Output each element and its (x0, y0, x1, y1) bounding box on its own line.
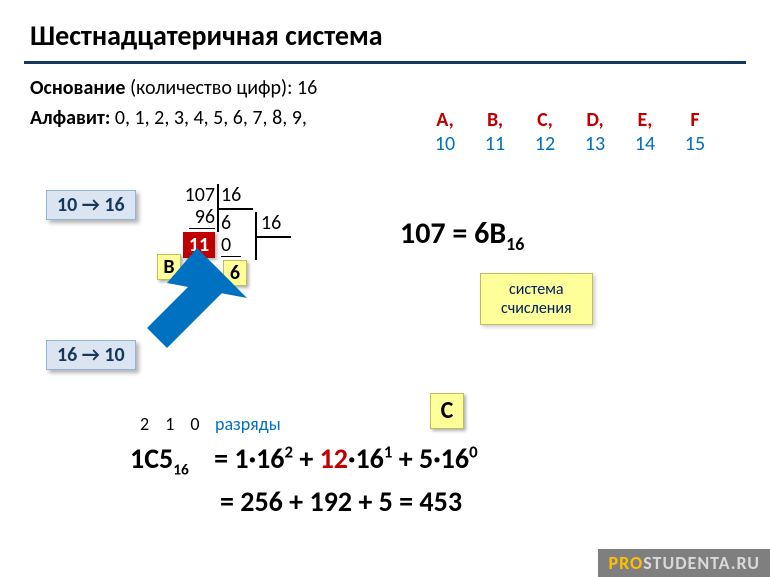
div-16a: 16 (221, 184, 251, 206)
eq-sub: 16 (506, 233, 524, 255)
f-plus2: + 5·16 (392, 441, 469, 476)
tag-10-to-16: 10 → 16 (46, 190, 136, 220)
basis-paren: (количество цифр): (125, 76, 297, 100)
hex-letter: C, (520, 108, 570, 132)
callout-line1: система (509, 280, 564, 299)
title-rule (24, 61, 746, 64)
digit-positions-label: разряды (215, 413, 281, 435)
arrow-icon (142, 228, 292, 348)
hex-value: 12 (520, 132, 570, 156)
hex-alphabet-table: A, B, C, D, E, F 10 11 12 13 14 15 (420, 108, 720, 156)
f-plus1: + (293, 441, 320, 476)
tag-16-to-10: 16 → 10 (46, 340, 136, 370)
expansion-result: = 256 + 192 + 5 = 453 (220, 484, 462, 519)
hex-letter: B, (470, 108, 520, 132)
alphabet-digits: 0, 1, 2, 3, 4, 5, 6, 7, 8, 9, (110, 106, 306, 130)
f-161: ·16 (348, 441, 384, 476)
alphabet-label: Алфавит: (30, 106, 110, 130)
f-eq: = 1·16 (208, 441, 285, 476)
f-12: 12 (320, 441, 348, 476)
hex-value: 15 (670, 132, 720, 156)
eq-lhs: 107 = 6B (400, 215, 506, 252)
callout-number-system: система счисления (480, 273, 593, 325)
div-107: 107 (175, 184, 215, 206)
f-p0: 0 (469, 442, 478, 463)
hex-value: 14 (620, 132, 670, 156)
div-96: 96 (175, 206, 215, 228)
div-hline1 (217, 208, 253, 210)
page-title: Шестнадцатеричная система (0, 0, 770, 61)
hex-letter: F (670, 108, 720, 132)
basis-value: 16 (297, 76, 317, 100)
hex-letter: A, (420, 108, 470, 132)
hex-letter: D, (570, 108, 620, 132)
watermark: PROSTUDENTA.RU (598, 549, 770, 577)
c-highlight-box: C (430, 393, 464, 429)
watermark-pro: PRO (608, 552, 643, 574)
watermark-rest: STUDENTA.RU (643, 552, 760, 574)
hex-letter: E, (620, 108, 670, 132)
f-1c5: 1C5 (130, 441, 173, 476)
f-sub16: 16 (173, 461, 189, 480)
f-p2: 2 (284, 442, 293, 463)
hex-letters-row: A, B, C, D, E, F (420, 108, 720, 132)
callout-line2: счисления (501, 299, 572, 318)
hex-value: 11 (470, 132, 520, 156)
digit-positions: 2 1 0 (140, 413, 206, 435)
basis-label: Основание (30, 76, 125, 100)
expansion-formula: 1C516 = 1·162 + 12·161 + 5·160 (130, 441, 478, 480)
basis-line: Основание (количество цифр): 16 (0, 76, 770, 100)
hex-value: 13 (570, 132, 620, 156)
hex-values-row: 10 11 12 13 14 15 (420, 132, 720, 156)
equation-107: 107 = 6B16 (400, 215, 524, 255)
hex-value: 10 (420, 132, 470, 156)
